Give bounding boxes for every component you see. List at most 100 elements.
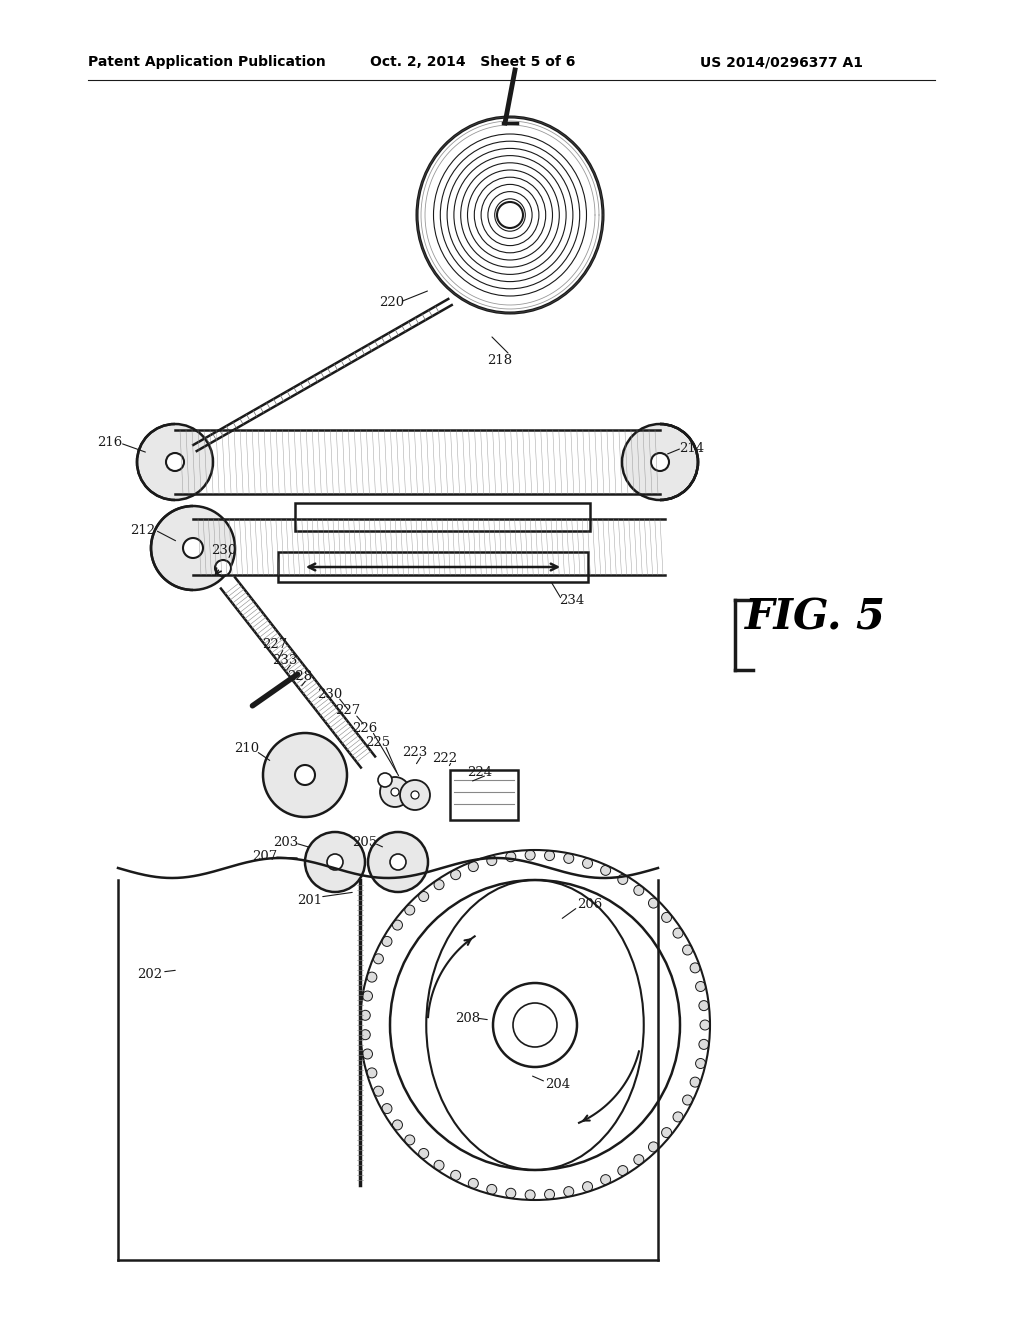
Circle shape [380,777,410,807]
Circle shape [617,874,628,884]
Text: 202: 202 [137,969,163,982]
Circle shape [362,1049,373,1059]
Circle shape [362,991,373,1001]
Circle shape [690,962,700,973]
Circle shape [391,788,399,796]
Text: 227: 227 [336,704,360,717]
Circle shape [683,945,692,954]
Circle shape [525,850,536,861]
Circle shape [513,1003,557,1047]
Circle shape [166,453,184,471]
Circle shape [400,780,430,810]
Bar [450,770,518,820]
Circle shape [392,1119,402,1130]
Circle shape [525,1189,536,1200]
Circle shape [151,506,234,590]
Text: 226: 226 [352,722,378,734]
Circle shape [434,1160,444,1171]
Circle shape [648,1142,658,1152]
Circle shape [411,791,419,799]
Circle shape [295,766,315,785]
Circle shape [360,1030,371,1040]
Circle shape [662,912,672,923]
Circle shape [506,1188,516,1199]
Text: 206: 206 [578,899,603,912]
Circle shape [374,1086,383,1096]
Circle shape [648,898,658,908]
Circle shape [690,1077,700,1088]
Text: 203: 203 [273,836,299,849]
Circle shape [662,1127,672,1138]
Circle shape [451,1171,461,1180]
Text: 228: 228 [288,669,312,682]
Circle shape [699,1001,709,1011]
Text: 218: 218 [487,354,513,367]
Circle shape [486,1184,497,1195]
Circle shape [634,886,644,895]
Circle shape [601,1175,610,1184]
Text: 227: 227 [262,639,288,652]
Circle shape [215,560,231,576]
Circle shape [545,850,555,861]
Circle shape [601,866,610,875]
Circle shape [419,1148,429,1159]
Circle shape [583,858,593,869]
Text: 201: 201 [297,894,323,907]
Circle shape [564,854,573,863]
Circle shape [651,453,669,471]
Text: 230: 230 [211,544,237,557]
Circle shape [493,983,577,1067]
Circle shape [545,1189,555,1200]
Circle shape [699,1039,709,1049]
Text: 220: 220 [380,296,404,309]
Text: 204: 204 [546,1078,570,1092]
Circle shape [683,1096,692,1105]
Circle shape [506,851,516,862]
Circle shape [695,1059,706,1068]
Circle shape [468,862,478,871]
Circle shape [451,870,461,879]
Circle shape [622,424,698,500]
Circle shape [382,936,392,946]
Circle shape [419,891,429,902]
Text: 214: 214 [680,441,705,454]
Circle shape [404,1135,415,1144]
Text: 208: 208 [456,1011,480,1024]
Circle shape [183,539,203,558]
Circle shape [617,1166,628,1176]
Text: 212: 212 [130,524,156,536]
Text: 224: 224 [467,766,493,779]
Text: 230: 230 [317,689,343,701]
Circle shape [700,1020,710,1030]
Text: 222: 222 [432,751,458,764]
Circle shape [368,832,428,892]
Text: US 2014/0296377 A1: US 2014/0296377 A1 [700,55,863,69]
Circle shape [564,1187,573,1197]
Text: 205: 205 [352,837,378,850]
Circle shape [367,1068,377,1078]
Text: 233: 233 [272,653,298,667]
Text: 216: 216 [97,437,123,450]
Circle shape [392,920,402,931]
Circle shape [583,1181,593,1192]
Bar [295,503,590,531]
Circle shape [137,424,213,500]
Circle shape [390,854,406,870]
Circle shape [382,1104,392,1114]
Circle shape [378,774,392,787]
Circle shape [404,906,415,915]
Circle shape [390,880,680,1170]
Circle shape [434,879,444,890]
Text: 223: 223 [402,746,428,759]
Circle shape [486,855,497,866]
Text: 207: 207 [252,850,278,863]
Circle shape [367,972,377,982]
Circle shape [360,1010,371,1020]
Circle shape [673,1111,683,1122]
Circle shape [374,954,383,964]
Circle shape [497,202,523,228]
Circle shape [468,1179,478,1188]
Text: Patent Application Publication: Patent Application Publication [88,55,326,69]
Text: 234: 234 [559,594,585,606]
Text: 210: 210 [234,742,259,755]
